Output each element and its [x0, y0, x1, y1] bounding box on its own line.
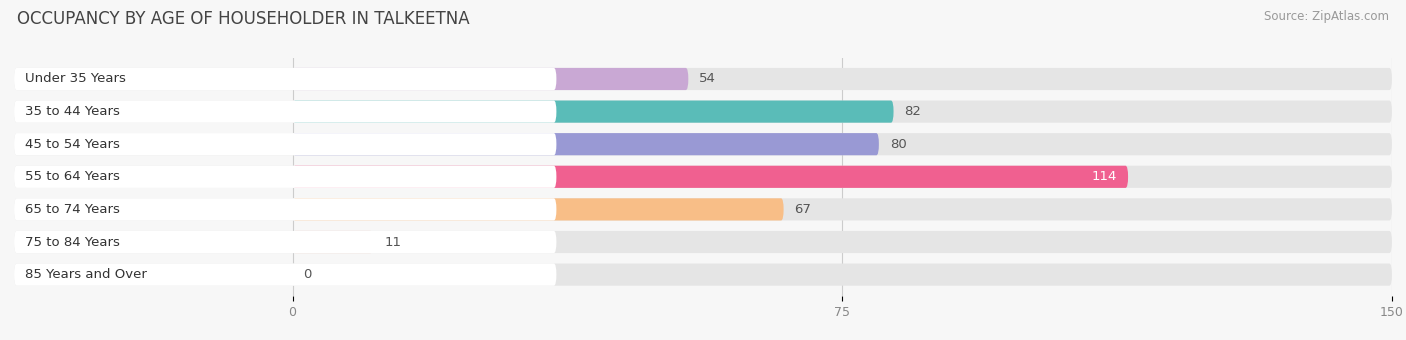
FancyBboxPatch shape — [14, 198, 557, 220]
FancyBboxPatch shape — [14, 198, 1392, 220]
Text: 65 to 74 Years: 65 to 74 Years — [25, 203, 120, 216]
Text: 54: 54 — [699, 72, 716, 85]
FancyBboxPatch shape — [14, 68, 1392, 90]
FancyBboxPatch shape — [14, 133, 557, 155]
Text: 114: 114 — [1091, 170, 1118, 183]
FancyBboxPatch shape — [14, 101, 557, 123]
Text: 11: 11 — [384, 236, 401, 249]
Text: OCCUPANCY BY AGE OF HOUSEHOLDER IN TALKEETNA: OCCUPANCY BY AGE OF HOUSEHOLDER IN TALKE… — [17, 10, 470, 28]
FancyBboxPatch shape — [14, 264, 557, 286]
Text: 35 to 44 Years: 35 to 44 Years — [25, 105, 120, 118]
FancyBboxPatch shape — [14, 68, 557, 90]
FancyBboxPatch shape — [14, 166, 557, 188]
FancyBboxPatch shape — [14, 166, 1392, 188]
Text: Source: ZipAtlas.com: Source: ZipAtlas.com — [1264, 10, 1389, 23]
FancyBboxPatch shape — [292, 231, 373, 253]
Text: 0: 0 — [304, 268, 312, 281]
Text: 67: 67 — [794, 203, 811, 216]
Text: Under 35 Years: Under 35 Years — [25, 72, 127, 85]
Text: 82: 82 — [904, 105, 921, 118]
FancyBboxPatch shape — [292, 68, 689, 90]
Text: 75 to 84 Years: 75 to 84 Years — [25, 236, 120, 249]
Text: 85 Years and Over: 85 Years and Over — [25, 268, 148, 281]
FancyBboxPatch shape — [292, 198, 783, 220]
FancyBboxPatch shape — [14, 133, 1392, 155]
FancyBboxPatch shape — [14, 264, 1392, 286]
FancyBboxPatch shape — [14, 101, 1392, 123]
Text: 55 to 64 Years: 55 to 64 Years — [25, 170, 120, 183]
FancyBboxPatch shape — [14, 231, 557, 253]
Text: 80: 80 — [890, 138, 907, 151]
FancyBboxPatch shape — [14, 231, 1392, 253]
FancyBboxPatch shape — [292, 133, 879, 155]
Text: 45 to 54 Years: 45 to 54 Years — [25, 138, 120, 151]
FancyBboxPatch shape — [292, 166, 1128, 188]
FancyBboxPatch shape — [292, 101, 894, 123]
